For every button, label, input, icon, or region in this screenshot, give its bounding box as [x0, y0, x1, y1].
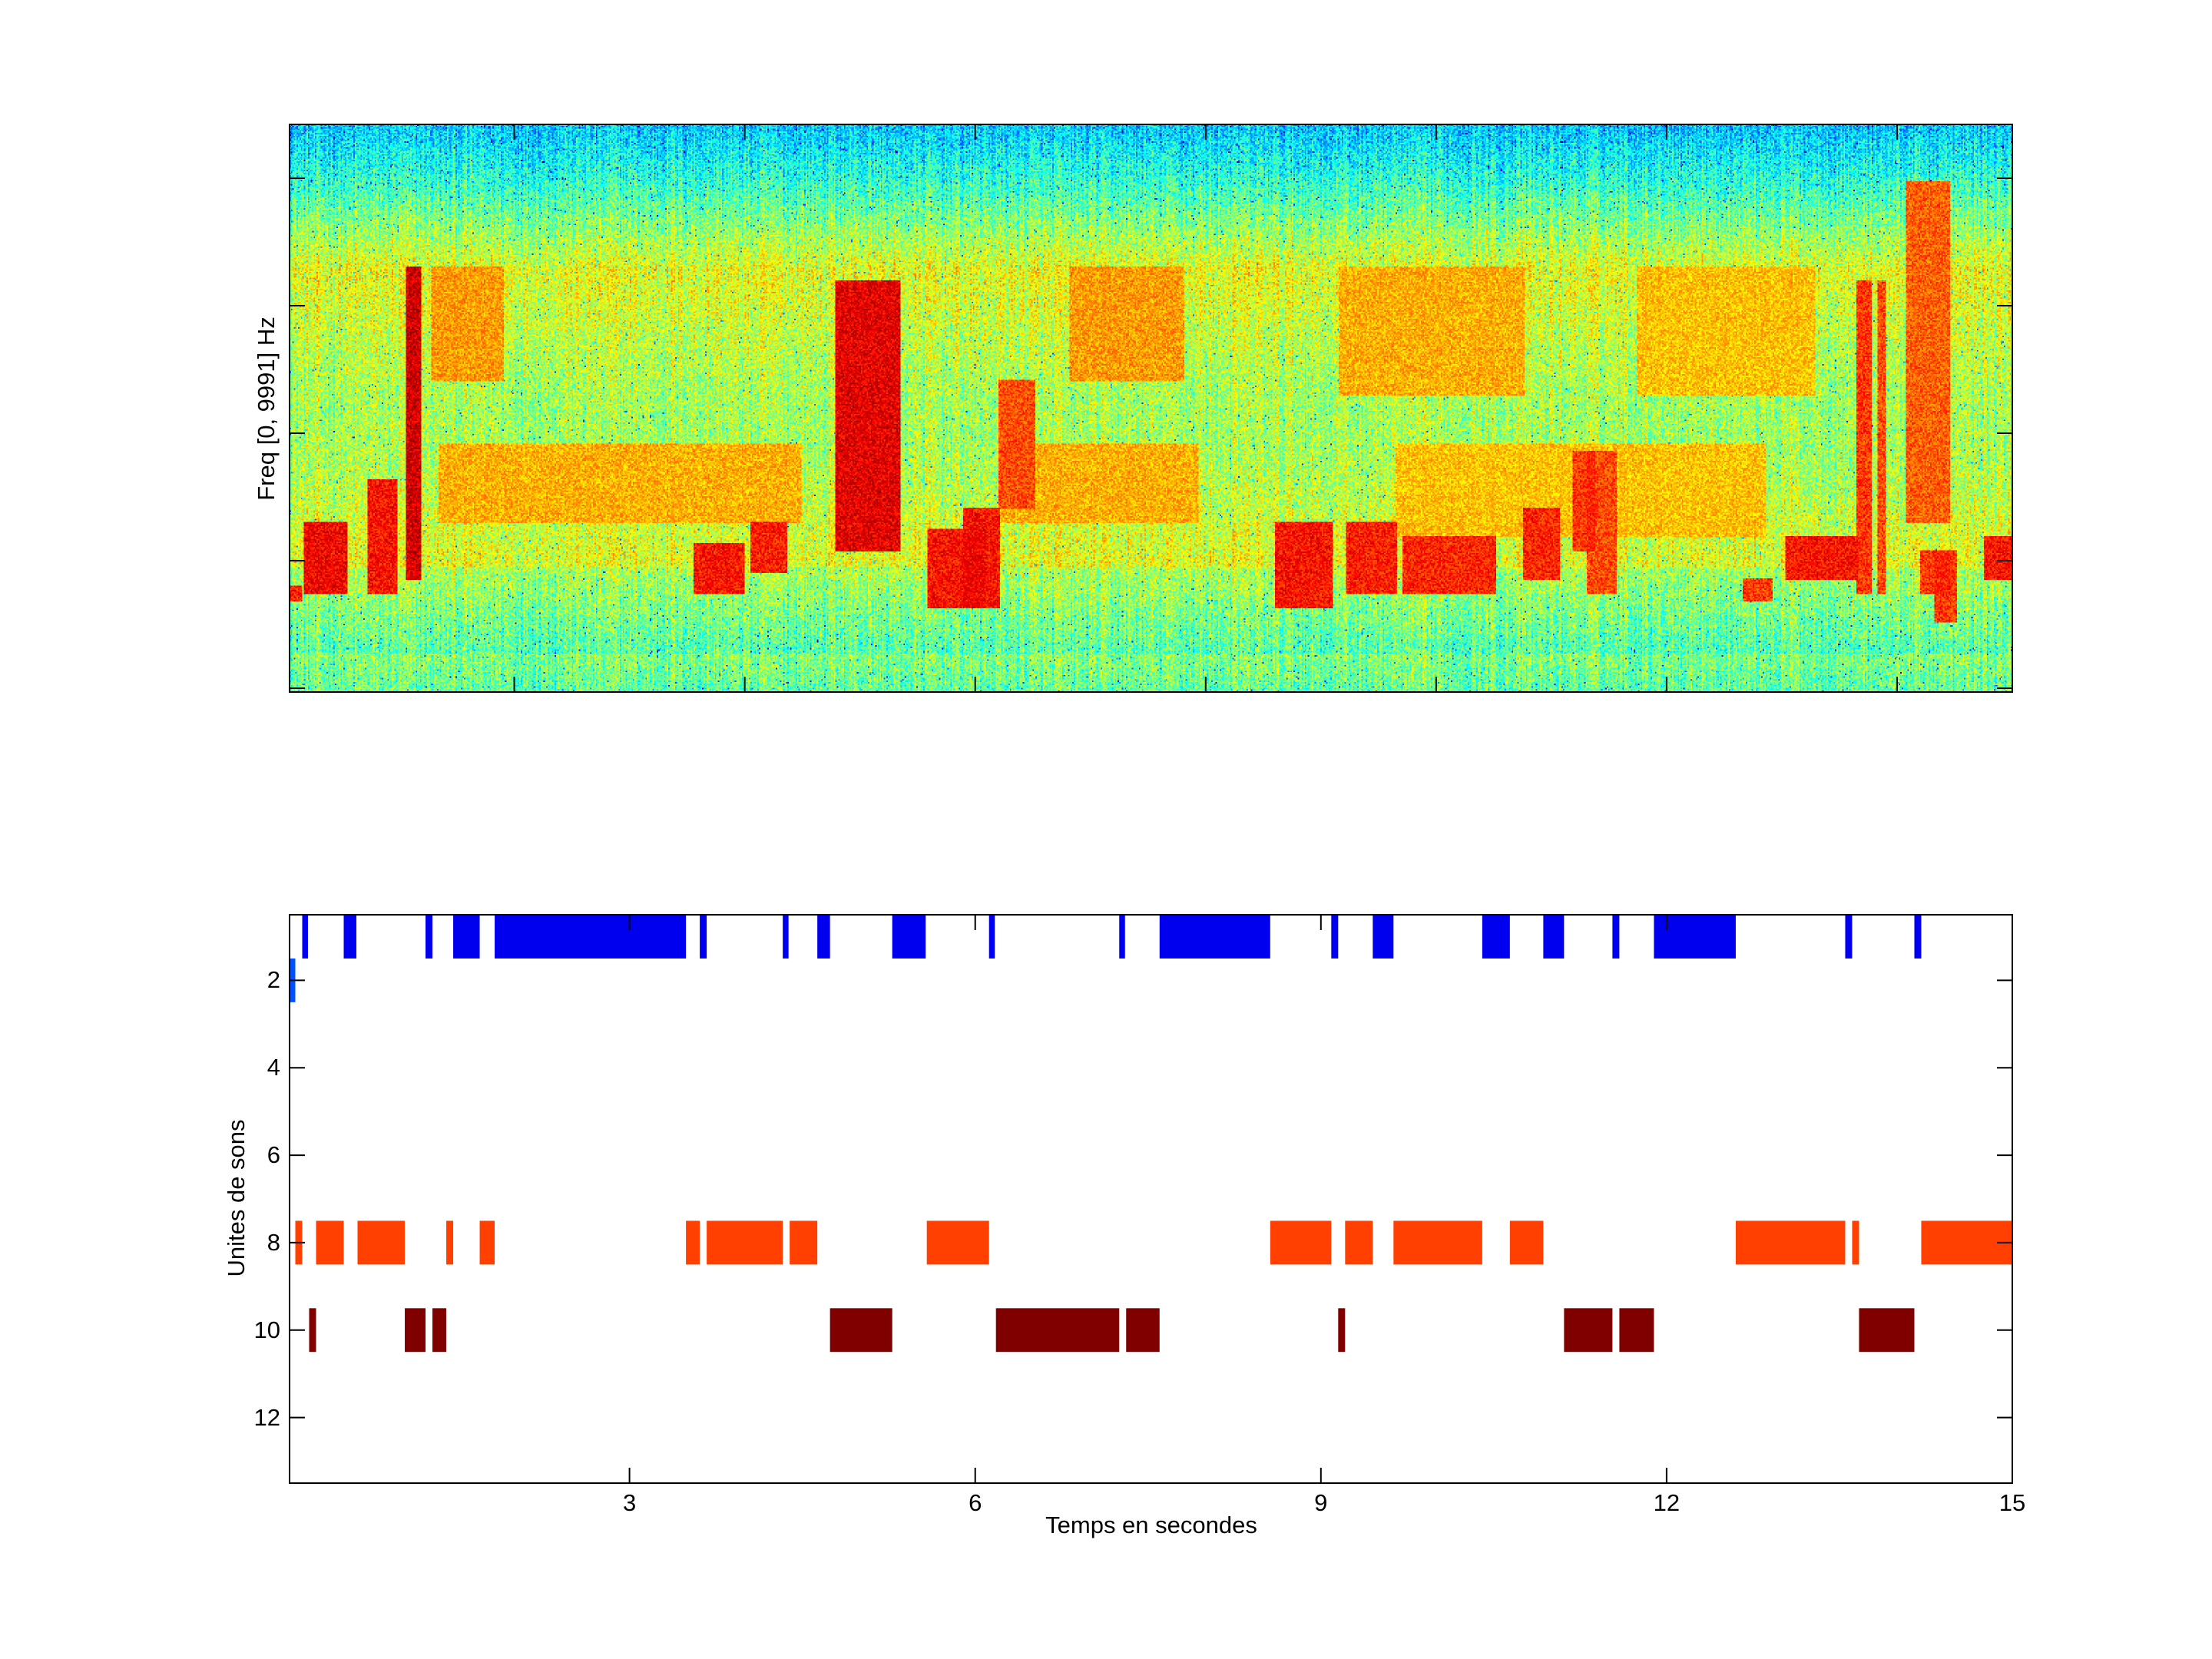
spectrogram-image — [290, 124, 2012, 692]
y-tick-label: 8 — [267, 1228, 280, 1256]
unit-1-bar — [700, 915, 707, 959]
unit-1-bar — [1331, 915, 1339, 959]
unit-8-bar — [926, 1220, 989, 1265]
x-tick-label: 6 — [969, 1489, 982, 1516]
unit-1-bar — [1373, 915, 1394, 959]
spectrogram-axes — [289, 124, 2013, 693]
unit-8-bar — [479, 1220, 495, 1265]
unit-8-bar — [686, 1220, 700, 1265]
spectrogram-frame — [289, 124, 2013, 693]
unit-8-bar — [707, 1220, 783, 1265]
unit-1-bar — [817, 915, 830, 959]
unit-10-bar — [1619, 1308, 1654, 1353]
unit-10-bar — [309, 1308, 316, 1353]
unit-10-bar — [405, 1308, 426, 1353]
x-tick-label: 3 — [622, 1489, 637, 1516]
unit-8-bar — [357, 1220, 406, 1265]
unit-10-bar — [432, 1308, 447, 1353]
x-tick-label: 12 — [1653, 1489, 1681, 1516]
unit-1-bar — [1845, 915, 1853, 959]
units-xlabel: Temps en secondes — [1045, 1512, 1257, 1538]
y-tick-label: 6 — [267, 1141, 280, 1169]
unit-1-bar — [1119, 915, 1125, 959]
units-axes-frame — [289, 914, 2013, 1484]
y-tick-label: 10 — [253, 1316, 280, 1343]
unit-10-bar — [1126, 1308, 1160, 1353]
unit-8-bar — [790, 1220, 818, 1265]
unit-1-bar — [988, 915, 995, 959]
unit-1-bar — [302, 915, 309, 959]
unit-1-bar — [343, 915, 357, 959]
unit-10-bar — [1564, 1308, 1613, 1353]
unit-8-bar — [1852, 1220, 1859, 1265]
y-tick-label: 2 — [267, 966, 280, 994]
units-ylabel: Unites de sons — [223, 1119, 250, 1277]
y-tick-label: 12 — [253, 1403, 280, 1431]
unit-8-bar — [1393, 1220, 1482, 1265]
unit-10-bar — [830, 1308, 892, 1353]
unit-8-bar — [316, 1220, 344, 1265]
unit-1-bar — [1543, 915, 1565, 959]
unit-1-bar — [783, 915, 789, 959]
unit-1-bar — [892, 915, 926, 959]
unit-8-bar — [1270, 1220, 1332, 1265]
unit-1-bar — [1482, 915, 1510, 959]
unit-10-bar — [995, 1308, 1120, 1353]
unit-8-bar — [446, 1220, 454, 1265]
unit-8-bar — [1735, 1220, 1846, 1265]
unit-1-bar — [1159, 915, 1270, 959]
unit-1-bar — [1612, 915, 1620, 959]
x-tick-label: 15 — [1998, 1489, 2026, 1516]
unit-10-bar — [1338, 1308, 1346, 1353]
unit-8-bar — [1509, 1220, 1544, 1265]
unit-1-bar — [453, 915, 480, 959]
unit-1-bar — [495, 915, 687, 959]
unit-8-bar — [1345, 1220, 1373, 1265]
y-tick-label: 4 — [267, 1054, 280, 1081]
unit-1-bar — [1914, 915, 1922, 959]
unit-10-bar — [1859, 1308, 1915, 1353]
x-tick-label: 9 — [1314, 1489, 1328, 1516]
unit-1-bar — [1654, 915, 1736, 959]
spectrogram-plot — [290, 124, 2012, 692]
unit-1-bar — [426, 915, 433, 959]
